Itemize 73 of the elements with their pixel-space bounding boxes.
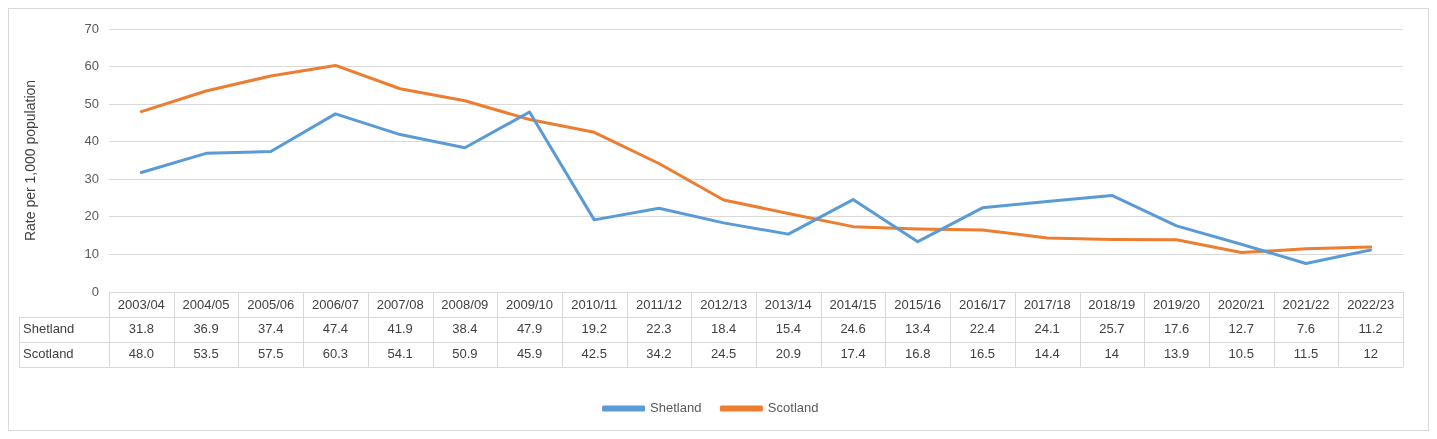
x-tick-label: 2006/07: [311, 297, 359, 313]
data-label: 17.4: [840, 346, 866, 362]
data-label: 24.1: [1034, 321, 1060, 337]
data-label: 37.4: [258, 321, 284, 337]
data-label: 47.9: [516, 321, 543, 337]
data-label: 50.9: [452, 346, 478, 362]
data-label: 42.5: [581, 346, 607, 362]
data-label: 11.5: [1293, 346, 1319, 362]
data-label: 13.4: [905, 321, 931, 337]
x-tick-label: 2004/05: [182, 297, 230, 313]
data-label: 48.0: [128, 346, 155, 362]
x-tick-label: 2015/16: [894, 297, 942, 313]
legend-label: Scotland: [767, 400, 819, 416]
y-tick-label: 20: [84, 208, 99, 224]
data-label: 15.4: [775, 321, 802, 337]
x-tick-label: 2014/15: [829, 297, 877, 313]
y-tick-label: 30: [84, 170, 99, 186]
x-tick-label: 2008/09: [441, 297, 489, 313]
data-label: 11.2: [1358, 321, 1383, 337]
x-tick-label: 2018/19: [1088, 297, 1136, 313]
text: Scotland: [23, 346, 74, 362]
text: Shetland: [23, 321, 75, 337]
data-label: 13.9: [1163, 346, 1190, 362]
y-tick-label: 40: [84, 133, 99, 149]
x-tick-label: 2021/22: [1282, 297, 1330, 313]
x-tick-label: 2017/18: [1023, 297, 1071, 313]
y-tick-label: 50: [84, 95, 99, 111]
data-label: 41.9: [387, 321, 413, 337]
data-label: 34.2: [646, 346, 672, 362]
data-label: 36.9: [193, 321, 219, 337]
data-label: 24.6: [840, 321, 866, 337]
x-tick-label: 2019/20: [1153, 297, 1201, 313]
data-label: 31.8: [128, 321, 155, 337]
y-tick-label: 0: [91, 283, 99, 299]
data-label: 54.1: [387, 346, 413, 362]
data-label: 12: [1363, 346, 1378, 362]
x-tick-label: 2011/12: [635, 297, 682, 313]
y-axis-title: Rate per 1,000 population: [22, 79, 39, 242]
x-tick-label: 2020/21: [1217, 297, 1265, 313]
data-label: 10.5: [1228, 346, 1254, 362]
data-label: 16.8: [905, 346, 931, 362]
y-tick-label: 70: [84, 20, 99, 36]
x-tick-label: 2010/11: [571, 297, 618, 313]
data-label: 20.9: [775, 346, 802, 362]
x-tick-label: 2013/14: [764, 297, 812, 313]
data-label: 7.6: [1296, 321, 1315, 337]
data-label: 19.2: [581, 321, 607, 337]
data-label: 16.5: [969, 346, 996, 362]
x-tick-label: 2012/13: [700, 297, 748, 313]
data-label: 24.5: [710, 346, 737, 362]
data-label: 17.6: [1163, 321, 1190, 337]
legend-label: Shetland: [650, 400, 702, 416]
y-tick-label: 60: [84, 58, 99, 74]
data-label: 60.3: [322, 346, 349, 362]
x-tick-label: 2005/06: [247, 297, 295, 313]
data-label: 14: [1104, 346, 1120, 362]
data-label: 38.4: [452, 321, 478, 337]
x-tick-label: 2016/17: [958, 297, 1006, 313]
x-tick-label: 2009/10: [506, 297, 554, 313]
data-label: 45.9: [516, 346, 543, 362]
data-label: 47.4: [322, 321, 349, 337]
data-label: 14.4: [1034, 346, 1060, 362]
data-label: 25.7: [1099, 321, 1125, 337]
x-tick-label: 2003/04: [117, 297, 165, 313]
data-label: 12.7: [1228, 321, 1254, 337]
y-tick-label: 10: [84, 246, 99, 262]
data-label: 22.4: [969, 321, 996, 337]
data-label: 57.5: [258, 346, 284, 362]
data-label: 53.5: [193, 346, 219, 362]
x-tick-label: 2007/08: [376, 297, 424, 313]
data-label: 18.4: [710, 321, 737, 337]
x-tick-label: 2022/23: [1347, 297, 1395, 313]
data-label: 22.3: [646, 321, 672, 337]
